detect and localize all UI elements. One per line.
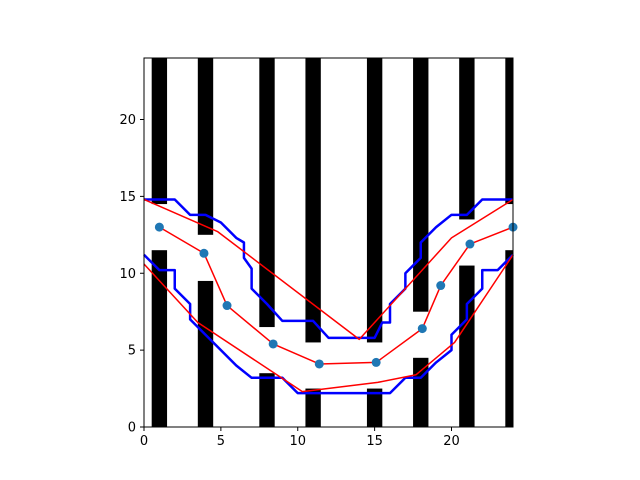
data-point — [371, 357, 381, 367]
obstacle-bar-12 — [459, 265, 475, 427]
data-point — [465, 239, 475, 249]
x-tick-label: 20 — [443, 434, 460, 449]
obstacle-bar-6 — [305, 388, 321, 427]
obstacle-bar-8 — [366, 388, 383, 427]
series-line-1 — [143, 253, 514, 395]
obstacle-bar-10 — [413, 357, 429, 427]
obstacle-bar-9 — [366, 58, 383, 343]
obstacle-bar-13 — [459, 58, 475, 220]
series-line-2 — [143, 198, 514, 341]
data-point — [417, 324, 427, 334]
series-line-0 — [144, 198, 513, 340]
x-tick-label: 5 — [217, 434, 225, 449]
obstacle-bar-2 — [197, 280, 214, 427]
chart-series — [143, 198, 518, 395]
x-axis: 0 5 10 15 20 — [140, 427, 460, 449]
data-point — [436, 281, 446, 291]
x-tick-label: 10 — [289, 434, 306, 449]
x-tick-label: 15 — [366, 434, 383, 449]
series-line-3 — [143, 254, 514, 393]
data-point — [222, 301, 232, 311]
data-point — [199, 248, 209, 258]
obstacle-bar-7 — [305, 58, 321, 343]
y-tick-label: 10 — [119, 267, 136, 282]
obstacle-bar-5 — [259, 58, 275, 328]
data-point — [314, 359, 324, 369]
x-tick-label: 0 — [140, 434, 148, 449]
plot-frame — [143, 57, 514, 428]
obstacle-bar-11 — [413, 58, 429, 312]
obstacle-bar-3 — [197, 58, 214, 235]
obstacle-bar-0 — [151, 250, 168, 427]
y-tick-label: 20 — [119, 113, 136, 128]
obstacle-bars — [151, 58, 513, 427]
obstacle-bar-14 — [505, 250, 513, 427]
y-tick-label: 0 — [128, 421, 136, 436]
obstacle-bar-4 — [259, 373, 275, 427]
obstacle-bar-1 — [151, 58, 168, 205]
y-tick-label: 5 — [128, 344, 136, 359]
data-point — [268, 339, 278, 349]
series-line-4 — [158, 226, 514, 365]
obstacle-bar-15 — [505, 58, 513, 205]
data-point — [154, 222, 164, 232]
y-axis: 0 5 10 15 20 — [119, 113, 144, 436]
y-tick-label: 15 — [119, 190, 136, 205]
